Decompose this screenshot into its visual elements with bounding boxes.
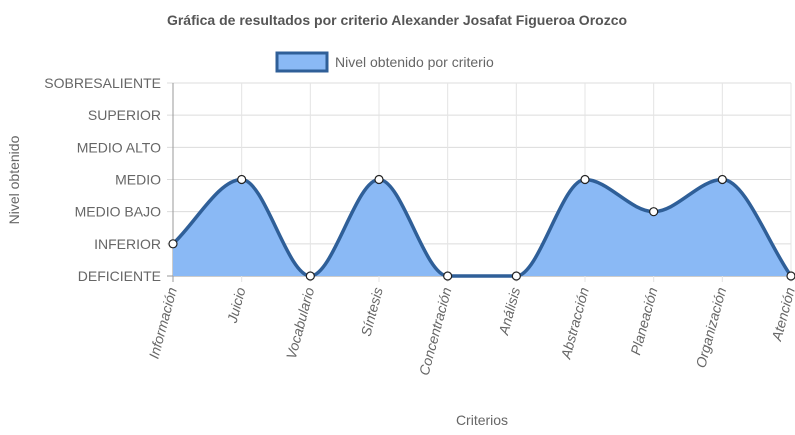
series-area	[171, 177, 793, 278]
legend-label: Nivel obtenido por criterio	[335, 54, 494, 70]
y-tick-label: INFERIOR	[94, 236, 161, 252]
data-points	[168, 174, 795, 281]
chart-title: Gráfica de resultados por criterio Alexa…	[167, 12, 627, 28]
data-point-9[interactable]	[786, 271, 795, 281]
y-axis-ticks: DEFICIENTE INFERIOR MEDIO BAJO MEDIO MEDIO A…	[44, 75, 161, 284]
y-tick-label: MEDIO BAJO	[75, 204, 161, 220]
data-point-3[interactable]	[374, 174, 384, 185]
data-point-7[interactable]	[649, 207, 659, 217]
data-point-8[interactable]	[717, 174, 727, 185]
data-point-2[interactable]	[305, 271, 315, 281]
x-tick-label: Información	[146, 285, 180, 360]
x-tick-label: Atención	[768, 285, 795, 343]
y-tick-label: MEDIO	[115, 172, 161, 188]
x-axis-label: Criterios	[456, 412, 508, 428]
data-point-0[interactable]	[168, 239, 178, 249]
data-point-1[interactable]	[237, 174, 247, 185]
x-tick-label: Análisis	[495, 286, 523, 338]
data-point-6[interactable]	[580, 174, 590, 185]
legend-swatch	[275, 51, 329, 73]
data-point-5[interactable]	[511, 271, 521, 281]
y-tick-label: SOBRESALIENTE	[44, 75, 161, 91]
series-fill	[173, 179, 791, 276]
y-axis-label: Nivel obtenido	[6, 135, 22, 224]
y-tick-label: MEDIO ALTO	[77, 139, 161, 155]
y-tick-label: DEFICIENTE	[78, 268, 161, 284]
x-tick-label: Planeación	[627, 285, 660, 356]
x-axis-ticks: Información Juicio Vocabulario Síntesis Conc…	[146, 285, 795, 377]
x-tick-label: Vocabulario	[283, 285, 318, 360]
series-line	[171, 177, 793, 278]
x-tick-label: Juicio	[224, 285, 249, 325]
x-tick-label: Abstracción	[557, 285, 592, 361]
x-tick-label: Concentración	[416, 285, 455, 377]
data-point-4[interactable]	[443, 271, 453, 281]
x-tick-label: Organización	[692, 285, 729, 369]
legend[interactable]: Nivel obtenido por criterio	[275, 51, 494, 73]
x-tick-label: Síntesis	[358, 286, 386, 338]
y-tick-label: SUPERIOR	[88, 107, 161, 123]
